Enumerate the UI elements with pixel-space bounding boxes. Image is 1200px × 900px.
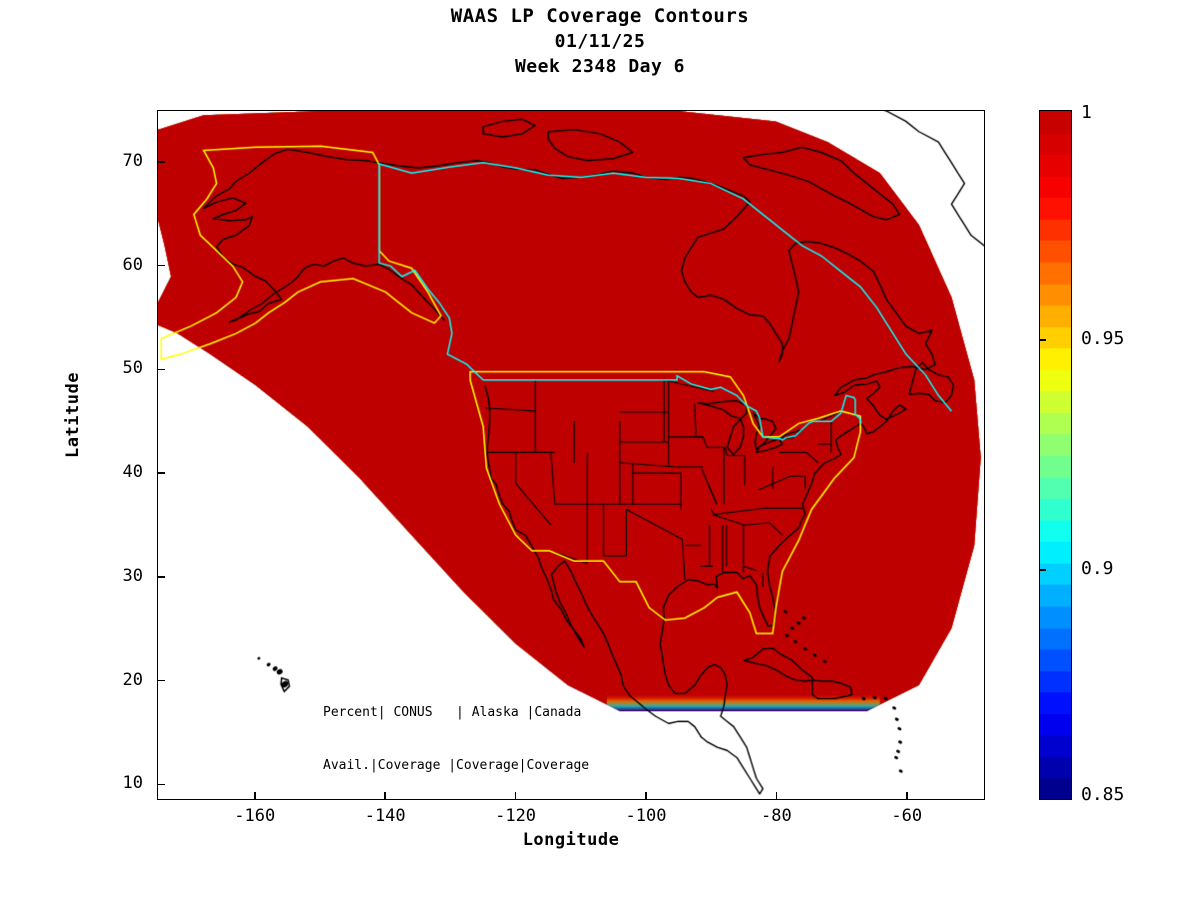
y-tick-label: 10 — [122, 773, 143, 794]
coverage-statistics-table: Percent| CONUS | Alaska |Canada Avail.|C… — [323, 669, 605, 799]
coverage-contour-canvas — [158, 111, 984, 799]
colorbar-tick-label: 0.85 — [1081, 784, 1125, 805]
figure-title-week: Week 2348 Day 6 — [514, 56, 686, 77]
x-axis-label: Longitude — [522, 830, 620, 850]
colorbar-tick-label: 0.9 — [1081, 558, 1114, 579]
y-tick-label: 20 — [122, 669, 143, 690]
x-tick-label: -100 — [625, 806, 667, 826]
y-tick-mark — [157, 679, 165, 682]
map-plot-area: Percent| CONUS | Alaska |Canada Avail.|C… — [157, 110, 985, 800]
y-tick-mark — [157, 472, 165, 474]
colorbar-tick-mark — [1039, 339, 1046, 341]
y-tick-mark — [157, 368, 165, 371]
x-tick-label: -60 — [891, 806, 923, 826]
x-tick-mark — [645, 792, 647, 800]
y-tick-mark — [157, 783, 165, 786]
x-tick-mark — [906, 792, 908, 800]
y-tick-label: 40 — [122, 462, 143, 483]
x-tick-label: -120 — [495, 806, 537, 826]
colorbar-tick-label: 0.95 — [1081, 328, 1125, 349]
y-axis-label: Latitude — [63, 372, 83, 458]
colorbar — [1039, 110, 1072, 800]
y-tick-mark — [157, 161, 165, 163]
x-tick-mark — [775, 792, 778, 800]
y-tick-label: 30 — [122, 565, 143, 586]
y-tick-mark — [157, 264, 165, 267]
x-tick-mark — [384, 792, 386, 800]
figure-title-block: WAAS LP Coverage Contours 01/11/25 Week … — [0, 4, 1200, 79]
colorbar-gradient — [1039, 110, 1072, 800]
table-header-row-1: Percent| CONUS | Alaska |Canada — [323, 705, 597, 720]
x-tick-mark — [254, 792, 256, 800]
colorbar-tick-label: 1 — [1081, 102, 1092, 123]
y-tick-mark — [157, 576, 165, 578]
x-tick-label: -160 — [234, 806, 276, 826]
x-tick-label: -140 — [364, 806, 406, 826]
y-tick-label: 70 — [122, 150, 143, 171]
table-header-row-2: Avail.|Coverage |Coverage|Coverage — [323, 757, 590, 773]
y-tick-label: 60 — [122, 254, 143, 275]
figure-title-main: WAAS LP Coverage Contours — [450, 5, 750, 27]
colorbar-tick-mark — [1039, 569, 1046, 571]
figure-title-date: 01/11/25 — [554, 31, 646, 52]
y-tick-label: 50 — [122, 358, 143, 379]
x-tick-label: -80 — [761, 806, 792, 826]
x-tick-mark — [514, 792, 517, 800]
